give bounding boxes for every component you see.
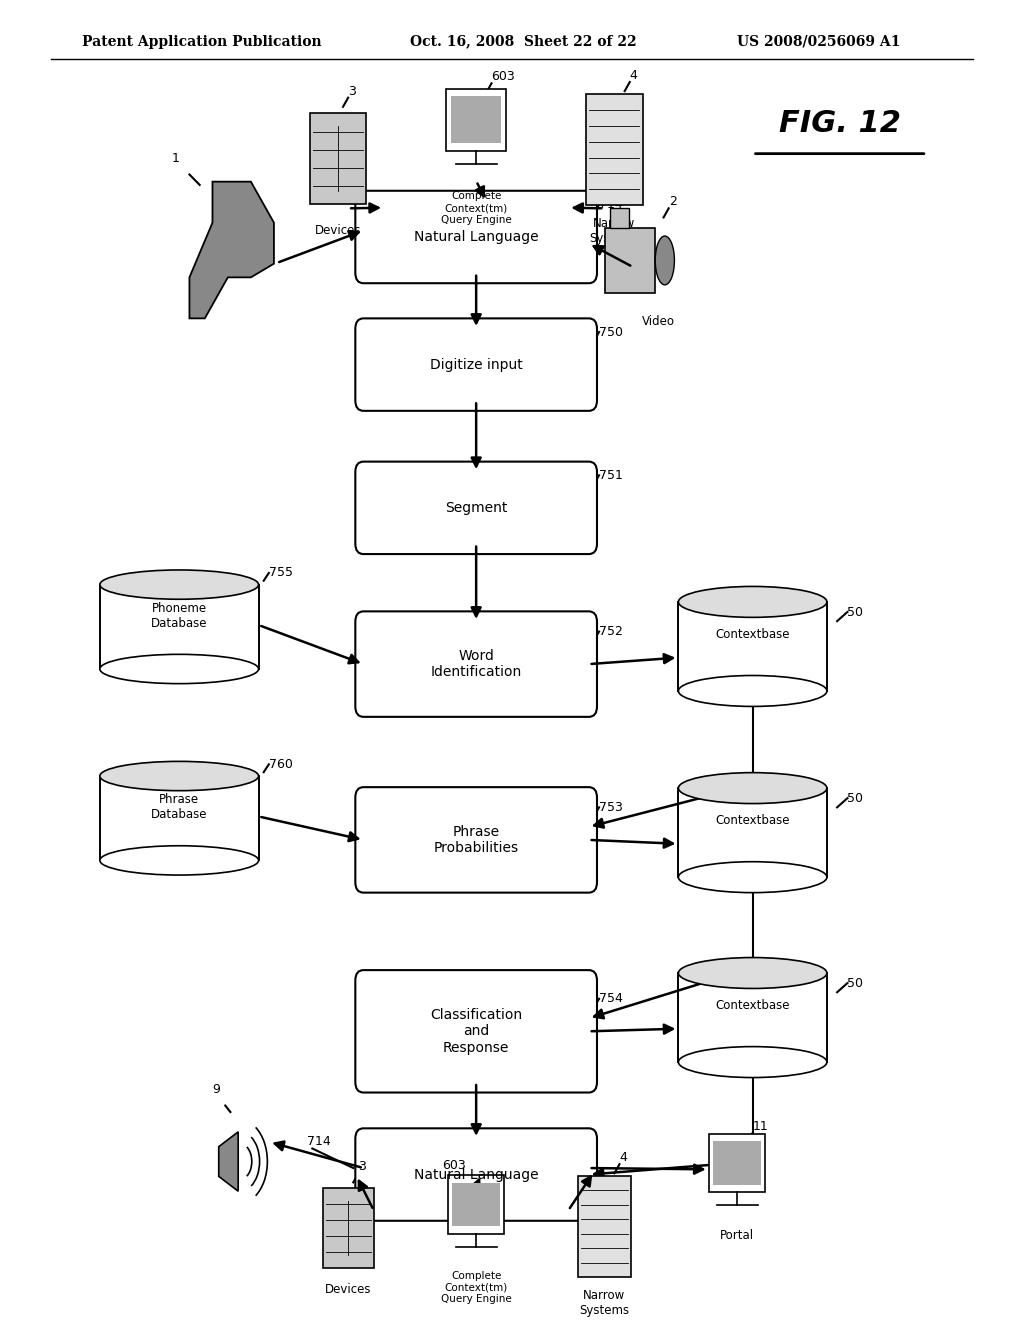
Bar xyxy=(678,973,827,1063)
Ellipse shape xyxy=(678,676,827,706)
Text: US 2008/0256069 A1: US 2008/0256069 A1 xyxy=(737,34,901,49)
Polygon shape xyxy=(189,182,274,318)
Text: Devices: Devices xyxy=(325,1283,372,1296)
Text: 50: 50 xyxy=(848,792,863,805)
Bar xyxy=(323,1188,374,1269)
Text: 50: 50 xyxy=(848,977,863,990)
Text: Phrase
Probabilities: Phrase Probabilities xyxy=(433,825,519,855)
Ellipse shape xyxy=(678,772,827,804)
FancyBboxPatch shape xyxy=(355,1129,597,1221)
Bar xyxy=(453,1183,500,1226)
Text: 750: 750 xyxy=(599,326,623,338)
FancyBboxPatch shape xyxy=(355,787,597,892)
Text: Complete
Context(tm)
Query Engine: Complete Context(tm) Query Engine xyxy=(440,191,512,224)
Text: FIG. 12: FIG. 12 xyxy=(778,110,901,139)
Bar xyxy=(451,96,502,144)
Bar xyxy=(709,1134,766,1192)
Ellipse shape xyxy=(99,655,258,684)
Text: Contextbase: Contextbase xyxy=(716,999,790,1012)
Bar xyxy=(678,788,827,878)
Bar xyxy=(578,1176,631,1278)
Text: Oct. 16, 2008  Sheet 22 of 22: Oct. 16, 2008 Sheet 22 of 22 xyxy=(410,34,636,49)
Text: 754: 754 xyxy=(599,993,623,1006)
FancyBboxPatch shape xyxy=(355,970,597,1093)
Text: 2: 2 xyxy=(669,195,677,209)
Text: 751: 751 xyxy=(599,469,623,482)
Text: 9: 9 xyxy=(212,1084,220,1097)
Text: 752: 752 xyxy=(599,626,623,638)
Text: Classification
and
Response: Classification and Response xyxy=(430,1008,522,1055)
Text: 50: 50 xyxy=(848,606,863,619)
Text: Narrow
Systems: Narrow Systems xyxy=(590,218,639,246)
Text: 603: 603 xyxy=(442,1159,466,1172)
Text: 760: 760 xyxy=(268,758,293,771)
Ellipse shape xyxy=(678,957,827,989)
Text: Contextbase: Contextbase xyxy=(716,814,790,828)
Text: 1: 1 xyxy=(171,152,179,165)
Bar xyxy=(446,88,506,150)
Text: 3: 3 xyxy=(348,84,356,98)
Bar xyxy=(714,1140,761,1185)
Text: Segment: Segment xyxy=(445,500,507,515)
Text: Contextbase: Contextbase xyxy=(716,628,790,642)
Text: Phrase
Database: Phrase Database xyxy=(151,793,208,821)
FancyBboxPatch shape xyxy=(355,318,597,411)
Text: 753: 753 xyxy=(599,801,623,814)
Text: 755: 755 xyxy=(268,566,293,579)
Text: 603: 603 xyxy=(492,70,515,83)
Bar xyxy=(610,209,629,228)
Bar xyxy=(604,228,654,293)
Text: 714: 714 xyxy=(307,1135,331,1148)
Ellipse shape xyxy=(678,862,827,892)
Text: Phoneme
Database: Phoneme Database xyxy=(151,602,208,630)
Polygon shape xyxy=(219,1131,239,1191)
Text: Video: Video xyxy=(642,315,675,329)
Ellipse shape xyxy=(678,586,827,618)
FancyBboxPatch shape xyxy=(355,462,597,554)
Ellipse shape xyxy=(678,1047,827,1077)
Ellipse shape xyxy=(99,762,258,791)
Text: Complete
Context(tm)
Query Engine: Complete Context(tm) Query Engine xyxy=(440,1271,512,1304)
Text: 11: 11 xyxy=(753,1119,768,1133)
Bar xyxy=(309,114,367,205)
Bar xyxy=(99,776,258,861)
Text: 4: 4 xyxy=(630,69,638,82)
Text: 4: 4 xyxy=(620,1151,628,1164)
Text: Devices: Devices xyxy=(314,224,361,238)
Ellipse shape xyxy=(655,236,675,285)
Ellipse shape xyxy=(99,846,258,875)
Bar xyxy=(586,95,643,205)
Ellipse shape xyxy=(99,570,258,599)
Bar xyxy=(678,602,827,690)
FancyBboxPatch shape xyxy=(355,191,597,284)
Text: Patent Application Publication: Patent Application Publication xyxy=(82,34,322,49)
Bar xyxy=(449,1175,504,1234)
Text: Natural Language: Natural Language xyxy=(414,1168,539,1181)
FancyBboxPatch shape xyxy=(355,611,597,717)
Text: Portal: Portal xyxy=(720,1229,755,1242)
Text: 714: 714 xyxy=(599,198,623,211)
Text: Narrow
Systems: Narrow Systems xyxy=(580,1290,629,1317)
Text: 3: 3 xyxy=(358,1160,367,1173)
Text: Word
Identification: Word Identification xyxy=(430,649,522,680)
Bar xyxy=(99,585,258,669)
Text: Natural Language: Natural Language xyxy=(414,230,539,244)
Text: Digitize input: Digitize input xyxy=(430,358,522,372)
